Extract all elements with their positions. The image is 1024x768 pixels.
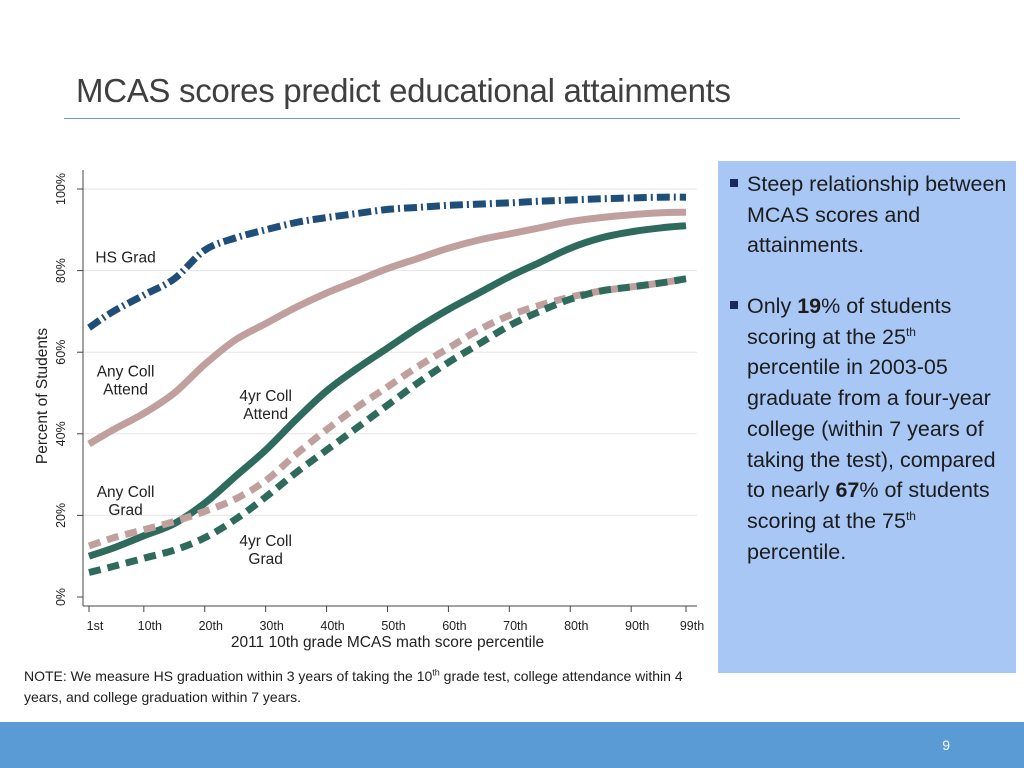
- attainment-line-chart: 0% 20% 40% 60% 80% 100% Percent of Students 1st…: [34, 170, 704, 651]
- slide-title: MCAS scores predict educational attainme…: [76, 72, 731, 109]
- y-tick-label: 20%: [54, 503, 68, 528]
- annotation-any-coll-grad: Any Coll Grad: [97, 484, 155, 519]
- superscript: th: [905, 508, 916, 523]
- stat-67: 67: [835, 478, 860, 503]
- x-tick-label: 80th: [564, 619, 588, 633]
- x-tick-label: 50th: [381, 619, 405, 633]
- note-part: NOTE: We measure HS graduation within 3 …: [24, 668, 433, 684]
- bullet-2-part: % of students scoring at the 75: [747, 478, 990, 533]
- y-tick-label: 40%: [54, 421, 68, 446]
- stat-19: 19: [797, 294, 822, 318]
- annotation-4yr-coll-grad: 4yr Coll Grad: [239, 533, 292, 568]
- series-line-any-coll-grad: [87, 275, 687, 550]
- x-tick-label: 60th: [442, 619, 466, 633]
- page-number: 9: [942, 737, 950, 753]
- x-tick-label: 30th: [259, 619, 283, 633]
- chart-series: [87, 193, 687, 576]
- x-tick-label: 10th: [138, 619, 162, 633]
- callout-box: Steep relationship between MCAS scores a…: [718, 161, 1016, 673]
- bullet-2-part: % of students scoring at the 25: [747, 294, 952, 349]
- chart-annotations: HS Grad Any Coll Attend 4yr Coll Attend Any C…: [95, 249, 292, 568]
- annotation-any-coll-attend: Any Coll Attend: [97, 364, 155, 399]
- title-divider: [64, 118, 960, 119]
- x-tick-label: 20th: [199, 619, 223, 633]
- x-tick-label: 40th: [320, 619, 344, 633]
- bullet-2-part: Only: [747, 294, 798, 318]
- annotation-hs-grad: HS Grad: [95, 249, 155, 266]
- x-tick-label: 90th: [625, 619, 649, 633]
- superscript: th: [432, 667, 440, 678]
- footnote: NOTE: We measure HS graduation within 3 …: [24, 666, 714, 708]
- bullet-2-part: percentile.: [747, 539, 847, 564]
- annotation-4yr-coll-attend: 4yr Coll Attend: [239, 388, 292, 423]
- bullet-graduation-rates: Only 19% of students scoring at the 25th…: [730, 291, 1010, 567]
- y-tick-label: 80%: [54, 258, 68, 283]
- x-axis-label: 2011 10th grade MCAS math score percenti…: [231, 634, 544, 651]
- y-tick-label: 60%: [54, 340, 68, 365]
- square-bullet-icon: [730, 179, 738, 187]
- footer-bar: 9: [0, 722, 1024, 768]
- note-part: grade test, college attendance within 4 …: [24, 668, 683, 705]
- bullet-1-text: Steep relationship between MCAS scores a…: [747, 172, 1007, 258]
- series-line-4yr-coll-grad: [88, 275, 687, 576]
- chart-gridlines: [83, 188, 697, 516]
- bullet-2-part: percentile in 2003-05 graduate from a fo…: [747, 355, 996, 503]
- bullet-steep-relationship: Steep relationship between MCAS scores a…: [730, 169, 1010, 261]
- x-tick-label: 70th: [503, 619, 527, 633]
- series-line-any-coll-attend: [87, 208, 687, 448]
- chart-axes: 0% 20% 40% 60% 80% 100% Percent of Students 1st…: [34, 170, 704, 651]
- y-axis-label: Percent of Students: [34, 328, 51, 464]
- y-tick-label: 100%: [54, 173, 68, 205]
- bullet-2-text: Only 19% of students scoring at the 25th…: [747, 291, 1010, 567]
- superscript: th: [905, 324, 916, 339]
- square-bullet-icon: [730, 301, 738, 309]
- series-line-hs-grad: [87, 193, 687, 331]
- y-tick-label: 0%: [54, 588, 68, 606]
- x-tick-label: 99th: [680, 619, 704, 633]
- x-tick-label: 1st: [87, 619, 104, 633]
